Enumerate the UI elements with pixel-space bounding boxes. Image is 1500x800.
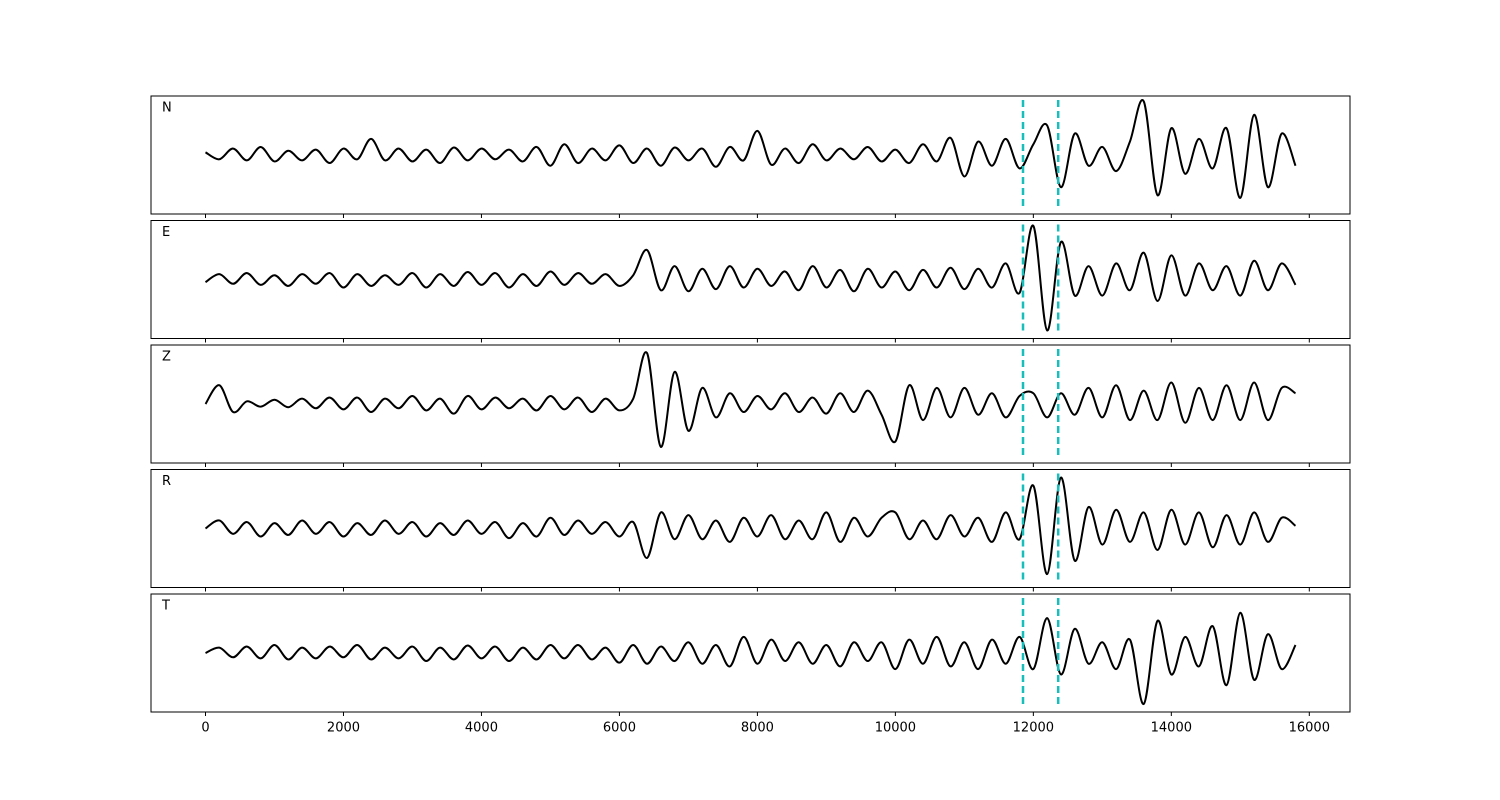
x-tick-label: 12000 [1013,721,1054,736]
x-tick-label: 10000 [875,721,916,736]
panel-label: N [162,101,172,116]
waveform [204,99,1297,199]
panel-frame [150,344,1351,464]
x-tick-label: 16000 [1289,721,1330,736]
panel-frame [150,469,1351,588]
x-tick-label: 6000 [603,721,636,736]
x-tick-label: 0 [201,721,209,736]
panel-frame [150,593,1351,713]
panel-label: R [162,474,171,489]
panel-label: E [162,225,170,240]
panel-frame [150,95,1351,215]
panel-label: T [161,599,170,614]
x-tick-label: 14000 [1151,721,1192,736]
waveform [204,476,1297,576]
waveform [204,351,1297,448]
waveform [205,611,1297,705]
x-tick-label: 4000 [465,721,498,736]
x-tick-label: 2000 [327,721,360,736]
panel-label: Z [162,350,171,365]
waveform [204,224,1297,332]
panel-frame [150,220,1351,339]
x-tick-label: 8000 [741,721,774,736]
